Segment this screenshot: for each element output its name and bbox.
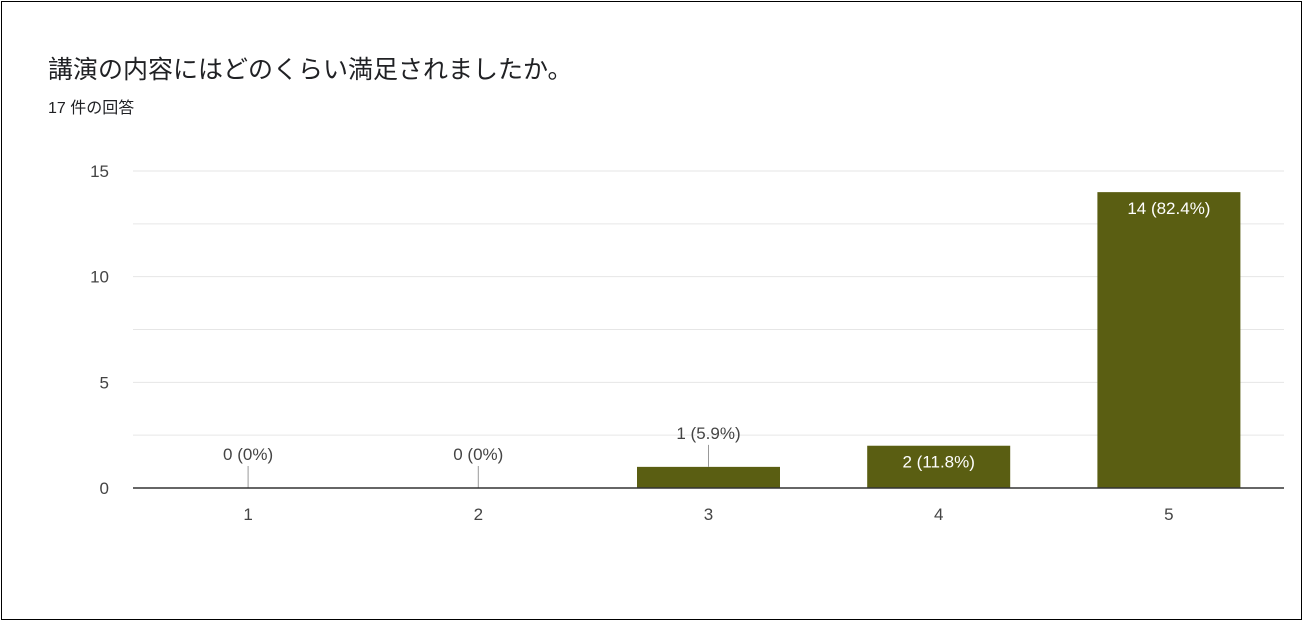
question-title: 講演の内容にはどのくらい満足されましたか。 <box>48 56 573 84</box>
response-count: 17 件の回答 <box>48 100 135 117</box>
y-tick-label: 15 <box>90 162 109 181</box>
y-tick-label: 5 <box>100 373 109 392</box>
x-tick-label: 4 <box>934 505 943 524</box>
data-label: 0 (0%) <box>453 445 503 464</box>
data-label: 2 (11.8%) <box>902 453 974 472</box>
bar <box>637 466 780 488</box>
x-tick-label: 5 <box>1164 505 1173 524</box>
x-tick-label: 2 <box>474 505 483 524</box>
data-label: 0 (0%) <box>223 445 273 464</box>
data-label: 14 (82.4%) <box>1127 199 1210 218</box>
x-tick-label: 3 <box>704 505 713 524</box>
y-tick-label: 10 <box>90 268 109 287</box>
y-tick-label: 0 <box>100 479 109 498</box>
x-tick-label: 1 <box>243 505 252 524</box>
bar <box>1097 192 1241 488</box>
bar <box>867 445 1011 488</box>
data-label: 1 (5.9%) <box>676 424 740 443</box>
